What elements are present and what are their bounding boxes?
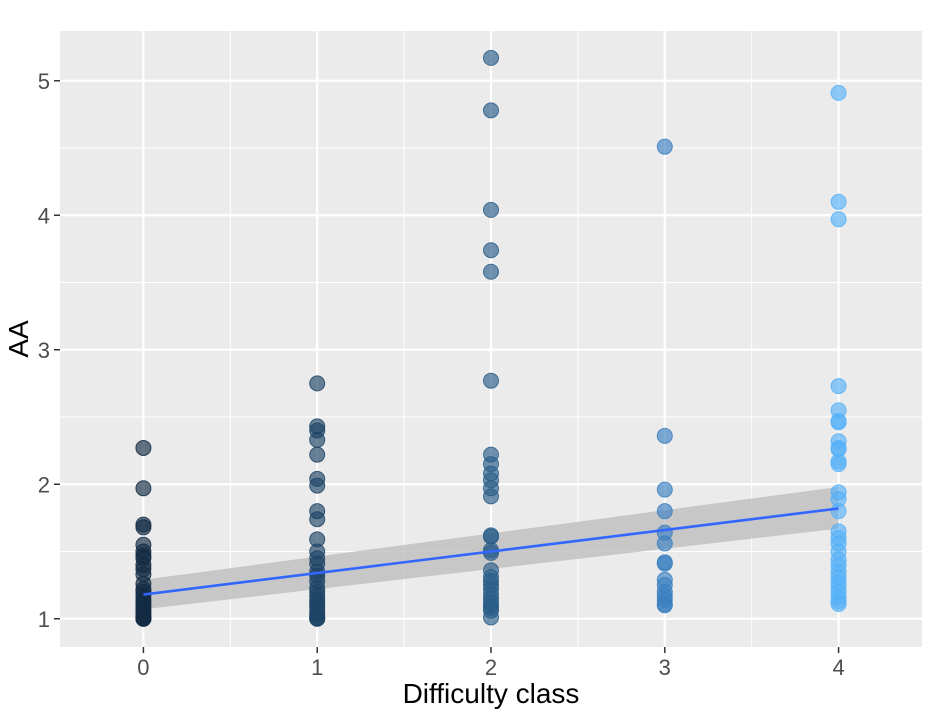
data-point — [656, 427, 673, 444]
data-point — [656, 503, 673, 520]
y-tick-label: 4 — [38, 203, 50, 228]
data-point — [656, 481, 673, 498]
data-point — [483, 102, 499, 119]
data-point — [830, 503, 847, 520]
points-layer — [135, 49, 847, 627]
data-point — [830, 211, 847, 228]
data-point — [483, 372, 499, 389]
y-axis-title: AA — [3, 320, 34, 358]
data-point — [830, 378, 847, 395]
data-point — [483, 263, 499, 280]
data-point — [135, 480, 152, 497]
fit-line-layer — [143, 507, 839, 596]
x-axis-ticks: 0 1 2 3 4 — [137, 647, 845, 680]
data-point — [656, 555, 673, 572]
data-point — [830, 595, 847, 612]
data-point — [830, 193, 847, 210]
x-tick-label: 2 — [485, 655, 497, 680]
data-point — [656, 535, 673, 552]
y-tick-label: 1 — [38, 607, 50, 632]
y-tick-label: 5 — [38, 69, 50, 94]
data-point — [656, 138, 673, 155]
data-point — [483, 609, 499, 626]
data-point — [830, 414, 847, 431]
data-point — [830, 456, 847, 473]
data-point — [483, 201, 499, 218]
y-tick-label: 3 — [38, 338, 50, 363]
data-point — [135, 439, 152, 456]
x-tick-label: 4 — [832, 655, 844, 680]
y-tick-label: 2 — [38, 472, 50, 497]
x-tick-label: 3 — [659, 655, 671, 680]
data-point — [830, 84, 847, 101]
data-point — [483, 528, 499, 545]
x-tick-label: 0 — [137, 655, 149, 680]
data-point — [309, 610, 326, 627]
data-point — [309, 431, 326, 448]
data-point — [309, 375, 326, 392]
data-point — [135, 519, 152, 536]
data-point — [309, 477, 326, 494]
data-point — [135, 610, 152, 627]
x-axis-title: Difficulty class — [403, 678, 580, 709]
data-point — [483, 49, 499, 66]
data-point — [309, 446, 326, 463]
regression-line — [143, 507, 839, 596]
data-point — [483, 488, 499, 505]
data-point — [656, 597, 673, 614]
x-tick-label: 1 — [311, 655, 323, 680]
data-point — [483, 242, 499, 259]
y-axis-ticks: 1 2 3 4 5 — [38, 69, 60, 632]
data-point — [309, 511, 326, 528]
